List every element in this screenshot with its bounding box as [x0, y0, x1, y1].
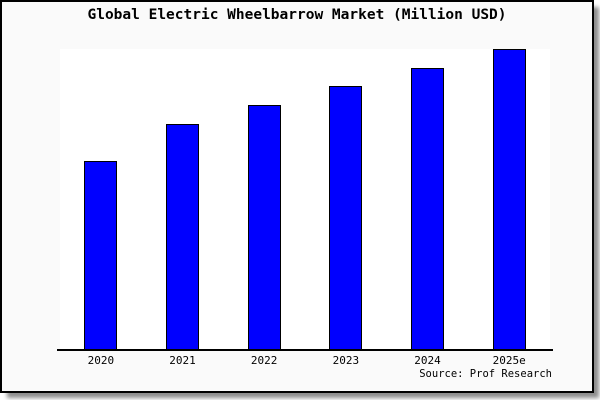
x-tick-label-2023: 2023 [332, 354, 360, 367]
bar-2023 [329, 86, 363, 349]
chart-frame: Global Electric Wheelbarrow Market (Mill… [0, 0, 594, 393]
x-tick-label-2024: 2024 [414, 354, 441, 367]
bar-2020 [84, 161, 118, 349]
x-axis-line [57, 349, 553, 351]
bar-2022 [247, 105, 281, 349]
x-tick-label-2022: 2022 [250, 354, 278, 367]
x-tick-label-2021: 2021 [169, 354, 196, 367]
x-tick-label-2020: 2020 [87, 354, 115, 367]
bar-2025e [492, 49, 526, 349]
bar-2024 [411, 68, 444, 349]
plot-area [60, 49, 550, 349]
source-credit: Source: Prof Research [419, 368, 552, 380]
chart-title: Global Electric Wheelbarrow Market (Mill… [87, 7, 507, 23]
x-tick-label-2025e: 2025e [492, 354, 526, 367]
bar-2021 [166, 124, 199, 349]
